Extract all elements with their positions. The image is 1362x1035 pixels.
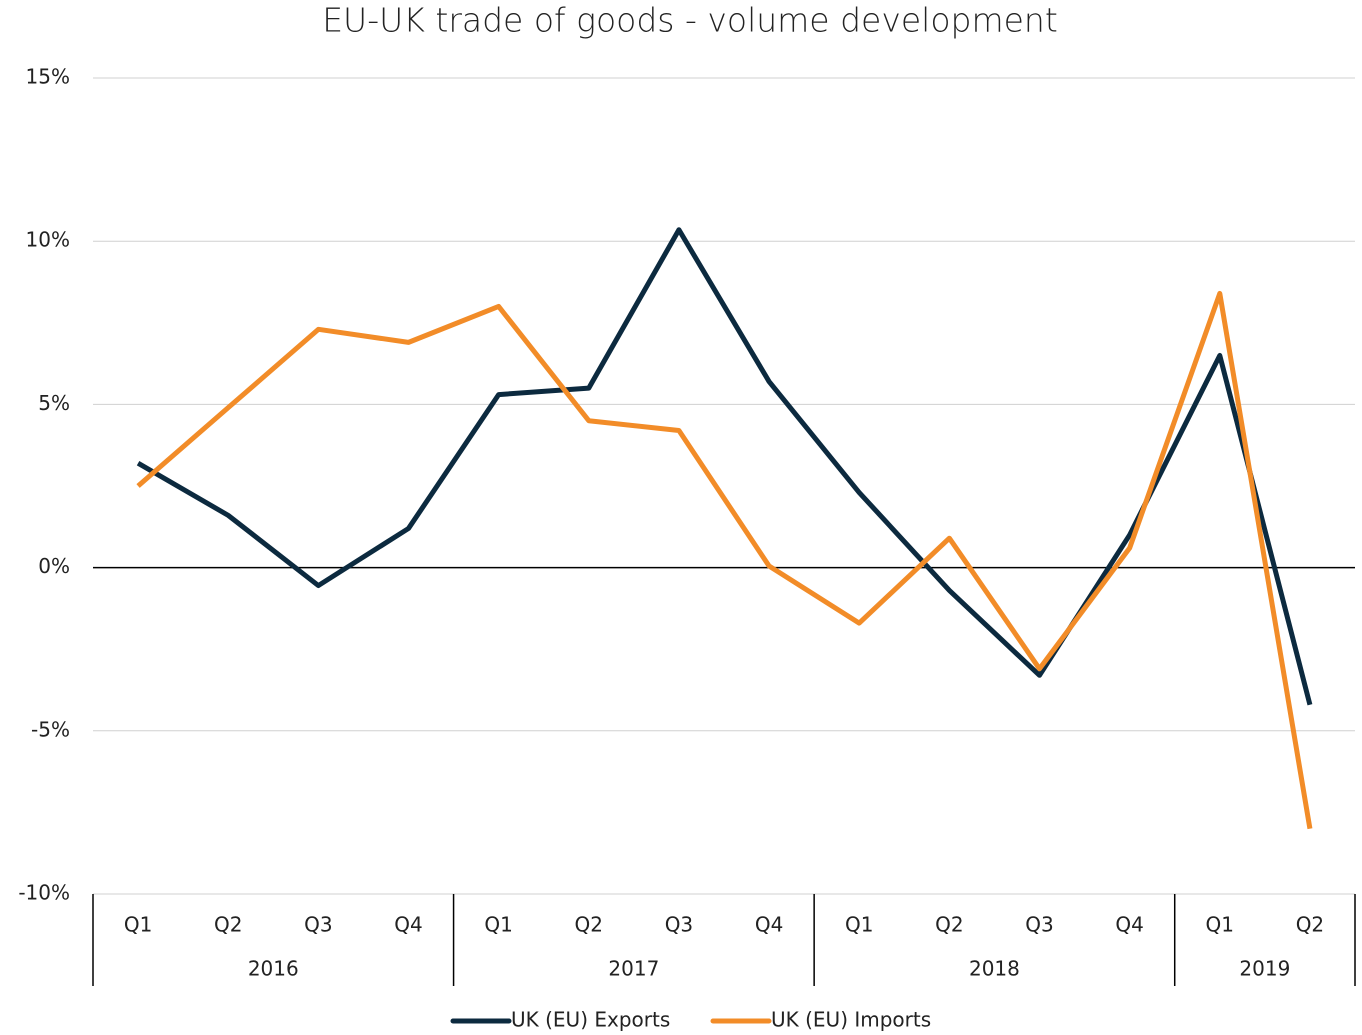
x-tick-label: Q3 bbox=[304, 913, 332, 937]
x-tick-label: Q4 bbox=[394, 913, 422, 937]
series-line bbox=[136, 227, 1313, 706]
x-tick-label: Q3 bbox=[665, 913, 693, 937]
x-tick-label: Q2 bbox=[575, 913, 603, 937]
x-tick-label: Q1 bbox=[1206, 913, 1234, 937]
x-tick-label: Q1 bbox=[124, 913, 152, 937]
x-tick-label: Q2 bbox=[1296, 913, 1324, 937]
legend-label: UK (EU) Imports bbox=[771, 1008, 931, 1032]
group-label: 2017 bbox=[608, 957, 659, 981]
y-tick-label: 0% bbox=[38, 554, 70, 578]
y-tick-label: 5% bbox=[38, 391, 70, 415]
series-line bbox=[136, 290, 1313, 830]
legend-label: UK (EU) Exports bbox=[511, 1008, 670, 1032]
x-tick-label: Q3 bbox=[1025, 913, 1053, 937]
x-tick-label: Q2 bbox=[214, 913, 242, 937]
y-tick-label: 15% bbox=[26, 65, 70, 89]
y-tick-label: -10% bbox=[18, 881, 70, 905]
x-tick-label: Q1 bbox=[845, 913, 873, 937]
x-tick-label: Q1 bbox=[484, 913, 512, 937]
y-tick-label: -5% bbox=[31, 717, 70, 741]
y-tick-label: 10% bbox=[26, 228, 70, 252]
x-tick-label: Q2 bbox=[935, 913, 963, 937]
group-label: 2016 bbox=[248, 957, 299, 981]
group-label: 2018 bbox=[969, 957, 1020, 981]
chart-title: EU-UK trade of goods - volume developmen… bbox=[322, 1, 1058, 40]
group-label: 2019 bbox=[1239, 957, 1290, 981]
x-tick-label: Q4 bbox=[755, 913, 783, 937]
x-tick-label: Q4 bbox=[1115, 913, 1143, 937]
